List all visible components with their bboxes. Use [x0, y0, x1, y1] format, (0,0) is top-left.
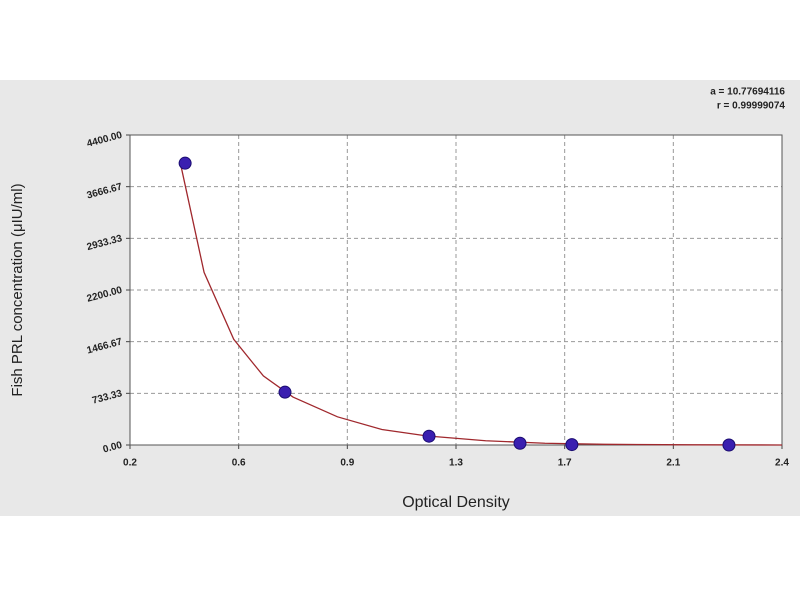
data-point — [722, 438, 736, 452]
x-axis-label: Optical Density — [402, 494, 510, 511]
y-axis-label: Fish PRL concentration (μIU/ml) — [9, 183, 26, 396]
x-tick-label: 1.7 — [558, 458, 572, 469]
x-tick-label: 2.1 — [666, 458, 680, 469]
annotation: r = 0.99999074 — [717, 101, 786, 112]
x-tick-label: 0.2 — [123, 458, 137, 469]
fit-curve — [179, 163, 783, 446]
x-tick-label: 2.4 — [775, 458, 789, 469]
x-tick-label: 1.3 — [449, 458, 463, 469]
data-point — [278, 385, 292, 399]
data-point — [422, 429, 436, 443]
annotation: a = 10.77694116 — [710, 87, 785, 98]
data-point — [513, 436, 527, 450]
data-point — [178, 156, 192, 170]
x-tick-label: 0.6 — [232, 458, 246, 469]
y-tick-label: 0.00 — [102, 440, 124, 456]
x-tick-label: 0.9 — [340, 458, 354, 469]
data-point — [565, 438, 579, 452]
plot-border — [129, 134, 783, 446]
